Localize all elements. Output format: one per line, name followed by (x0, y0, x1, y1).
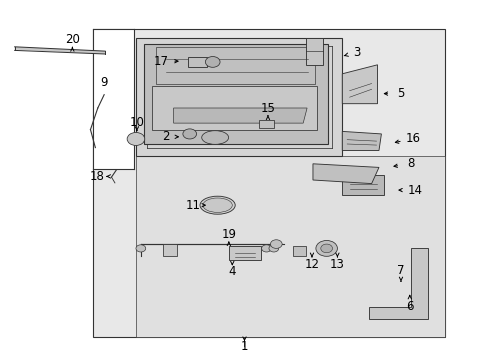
Circle shape (270, 240, 282, 248)
Text: 10: 10 (129, 116, 144, 129)
Circle shape (315, 240, 337, 256)
Polygon shape (144, 44, 327, 144)
Polygon shape (136, 38, 342, 156)
Text: 18: 18 (89, 170, 104, 183)
Polygon shape (342, 65, 377, 104)
Text: 1: 1 (240, 340, 248, 353)
FancyBboxPatch shape (259, 120, 273, 128)
Text: 3: 3 (352, 46, 360, 59)
Text: 2: 2 (162, 130, 170, 143)
Text: 7: 7 (396, 264, 404, 277)
Ellipse shape (203, 198, 232, 212)
Polygon shape (156, 47, 315, 84)
Polygon shape (151, 86, 316, 130)
Text: 14: 14 (407, 184, 421, 197)
Polygon shape (15, 47, 105, 54)
Text: 17: 17 (154, 55, 168, 68)
Text: 16: 16 (405, 132, 420, 145)
Text: 11: 11 (185, 199, 200, 212)
Circle shape (268, 245, 278, 252)
Text: 5: 5 (396, 87, 404, 100)
Polygon shape (368, 248, 427, 319)
Polygon shape (342, 131, 381, 150)
Polygon shape (305, 38, 322, 65)
FancyBboxPatch shape (228, 246, 260, 260)
Circle shape (183, 129, 196, 139)
Polygon shape (312, 164, 378, 184)
Polygon shape (173, 108, 306, 123)
Text: 4: 4 (228, 265, 236, 278)
Text: 8: 8 (406, 157, 414, 170)
Circle shape (136, 245, 145, 252)
Polygon shape (136, 156, 444, 337)
Text: 15: 15 (260, 102, 275, 114)
FancyBboxPatch shape (342, 175, 383, 195)
Text: 20: 20 (65, 33, 80, 46)
Circle shape (320, 244, 332, 253)
Circle shape (261, 245, 271, 252)
Text: 6: 6 (405, 300, 413, 313)
Ellipse shape (200, 196, 235, 214)
Text: 9: 9 (100, 76, 108, 89)
Polygon shape (93, 29, 444, 337)
Ellipse shape (201, 131, 228, 144)
Text: 13: 13 (329, 258, 344, 271)
FancyBboxPatch shape (163, 244, 177, 256)
Text: 12: 12 (304, 258, 319, 271)
Circle shape (127, 132, 144, 145)
Polygon shape (93, 29, 134, 169)
Circle shape (205, 57, 220, 67)
FancyBboxPatch shape (188, 57, 206, 67)
Text: 19: 19 (221, 228, 236, 241)
FancyBboxPatch shape (293, 246, 305, 256)
